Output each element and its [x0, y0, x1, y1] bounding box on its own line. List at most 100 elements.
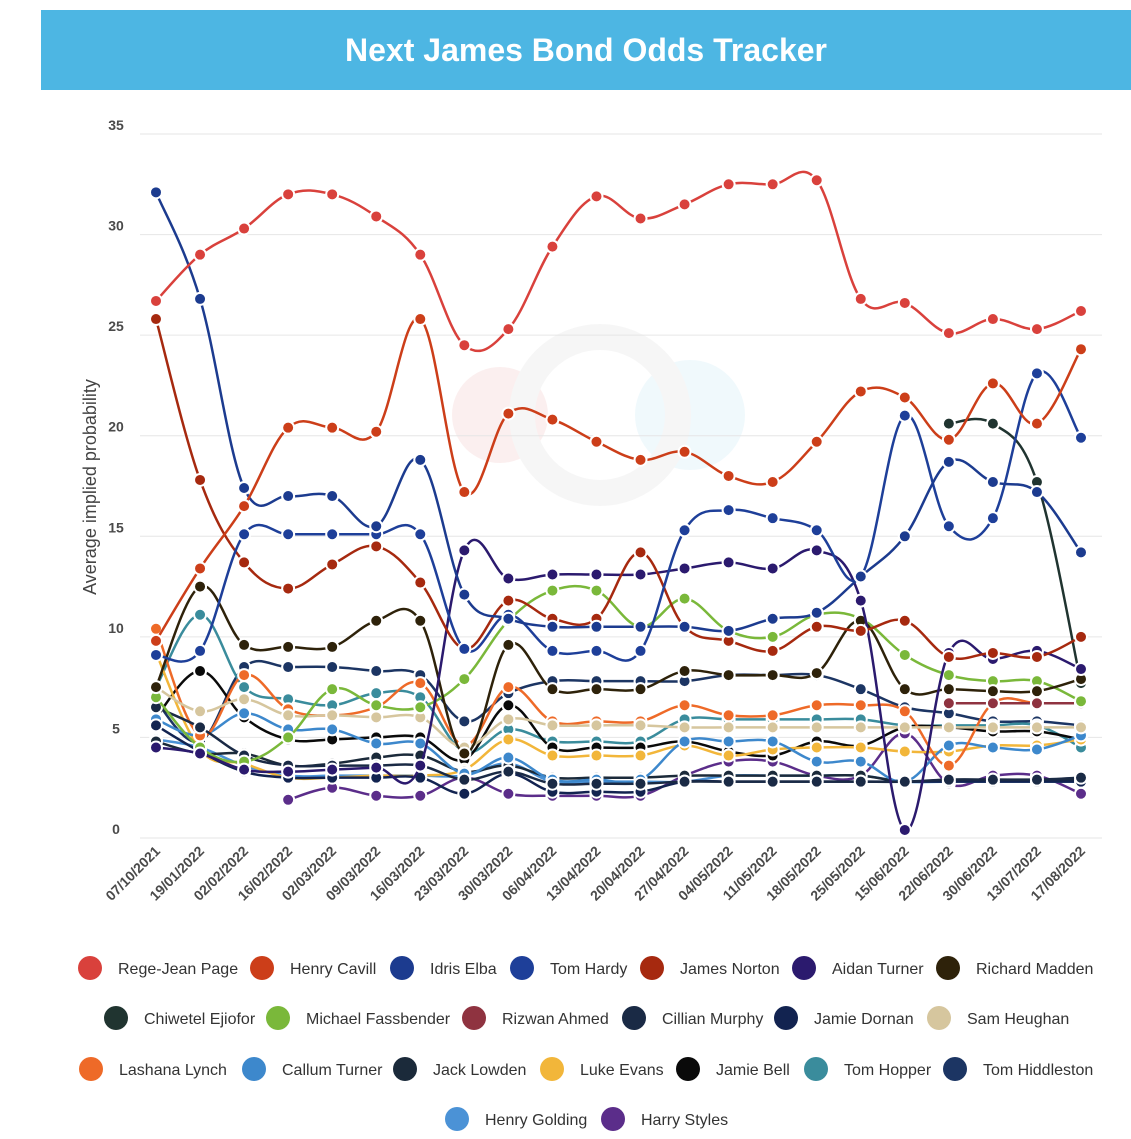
data-point [193, 472, 208, 487]
data-point [721, 708, 736, 723]
data-point [897, 704, 912, 719]
data-point [281, 660, 296, 675]
legend: Rege-Jean Page Henry Cavill Idris Elba Tom … [78, 956, 1093, 1131]
data-point [193, 704, 208, 719]
data-point [237, 762, 252, 777]
data-point [633, 567, 648, 582]
data-point [281, 792, 296, 807]
data-point [325, 527, 340, 542]
data-point [897, 744, 912, 759]
data-point [633, 545, 648, 560]
data-point [765, 708, 780, 723]
data-point [457, 786, 472, 801]
data-point [193, 664, 208, 679]
data-point [501, 764, 516, 779]
data-point [237, 221, 252, 236]
legend-marker [927, 1006, 951, 1030]
data-point [897, 682, 912, 697]
data-point [633, 748, 648, 763]
data-point [765, 720, 780, 735]
data-point [413, 452, 428, 467]
data-point [765, 511, 780, 526]
data-point [413, 788, 428, 803]
data-point [721, 734, 736, 749]
data-point [677, 619, 692, 634]
data-point [897, 408, 912, 423]
legend-marker [804, 1057, 828, 1081]
y-tick-label: 5 [112, 720, 120, 736]
legend-label: Luke Evans [580, 1062, 664, 1079]
data-point [677, 774, 692, 789]
legend-label: Jamie Dornan [814, 1011, 914, 1028]
legend-label: Sam Heughan [967, 1011, 1069, 1028]
data-point [897, 774, 912, 789]
y-axis-ticks: 0 5 10 15 20 25 30 35 [108, 117, 124, 837]
data-point [193, 643, 208, 658]
series-line [155, 370, 1083, 663]
data-point [677, 197, 692, 212]
legend-marker [445, 1107, 469, 1131]
series-lines [149, 170, 1088, 837]
data-point [633, 776, 648, 791]
legend-marker [540, 1057, 564, 1081]
data-point [501, 406, 516, 421]
data-point [765, 474, 780, 489]
data-point [193, 247, 208, 262]
series-group [149, 185, 1088, 638]
data-point [1029, 684, 1044, 699]
data-point [1074, 342, 1088, 357]
series-line [155, 706, 1082, 786]
legend-label: Richard Madden [976, 961, 1093, 978]
data-point [501, 611, 516, 626]
legend-marker [78, 956, 102, 980]
data-point [985, 720, 1000, 735]
series-group [149, 366, 1088, 663]
data-point [413, 700, 428, 715]
data-point [633, 682, 648, 697]
data-point [941, 668, 956, 683]
data-point [369, 710, 384, 725]
data-point [853, 569, 868, 584]
data-point [1074, 629, 1088, 644]
series-line [154, 191, 1083, 633]
data-point [721, 720, 736, 735]
data-point [237, 692, 252, 707]
data-point [237, 706, 252, 721]
data-point [985, 645, 1000, 660]
data-point [1029, 720, 1044, 735]
data-point [677, 444, 692, 459]
data-point [149, 680, 163, 695]
data-point [941, 454, 956, 469]
legend-label: Tom Hiddleston [983, 1062, 1093, 1079]
data-point [941, 649, 956, 664]
series-group [149, 583, 1088, 769]
data-point [677, 698, 692, 713]
data-point [369, 519, 384, 534]
data-point [589, 776, 604, 791]
data-point [501, 786, 516, 801]
data-point [633, 452, 648, 467]
data-point [149, 633, 163, 648]
data-point [457, 746, 472, 761]
data-point [325, 708, 340, 723]
legend-label: Jack Lowden [433, 1062, 526, 1079]
data-point [853, 682, 868, 697]
legend-marker [640, 956, 664, 980]
y-tick-label: 15 [108, 519, 124, 535]
x-axis-ticks: 07/10/202119/01/202202/02/202216/02/2022… [102, 843, 1088, 904]
series-line [155, 669, 1082, 762]
watermark-logo [452, 324, 745, 506]
legend-label: Henry Golding [485, 1112, 587, 1129]
data-point [457, 587, 472, 602]
data-point [545, 583, 560, 598]
data-point [721, 468, 736, 483]
data-point [853, 698, 868, 713]
data-point [413, 312, 428, 327]
grid-lines [140, 133, 1102, 839]
data-point [457, 714, 472, 729]
data-point [413, 676, 428, 691]
y-tick-label: 20 [108, 419, 124, 435]
data-point [325, 682, 340, 697]
data-point [721, 555, 736, 570]
data-point [1029, 742, 1044, 757]
